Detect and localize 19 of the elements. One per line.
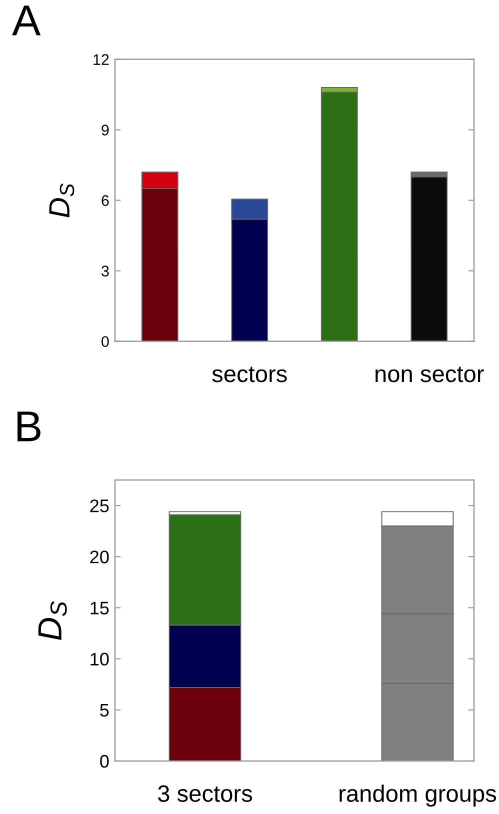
x-tick-label: non sector	[376, 366, 484, 382]
y-tick-label: 15	[90, 602, 109, 614]
y-tick-label: 3	[102, 266, 109, 276]
y-axis-title: D$_{S}$	[49, 184, 74, 218]
x-tick-label: random groups	[340, 784, 496, 807]
y-tick-label: 0	[102, 336, 109, 347]
chart-title: B	[18, 412, 40, 442]
y-tick-label: 9	[102, 124, 109, 136]
y-tick-label: 20	[90, 550, 109, 564]
y-tick-label: 0	[100, 754, 109, 768]
y-tick-label: 5	[100, 704, 109, 717]
y-tick-label: 6	[102, 195, 109, 206]
x-tick-label: sectors	[212, 366, 287, 382]
chart-title: A	[12, 6, 41, 36]
x-tick-label: 3 sectors	[158, 785, 252, 802]
y-tick-label: 10	[90, 652, 109, 666]
y-tick-label: 12	[94, 54, 109, 65]
y-tick-label: 25	[90, 499, 109, 512]
y-axis-title: D$_{S}$	[38, 601, 67, 640]
